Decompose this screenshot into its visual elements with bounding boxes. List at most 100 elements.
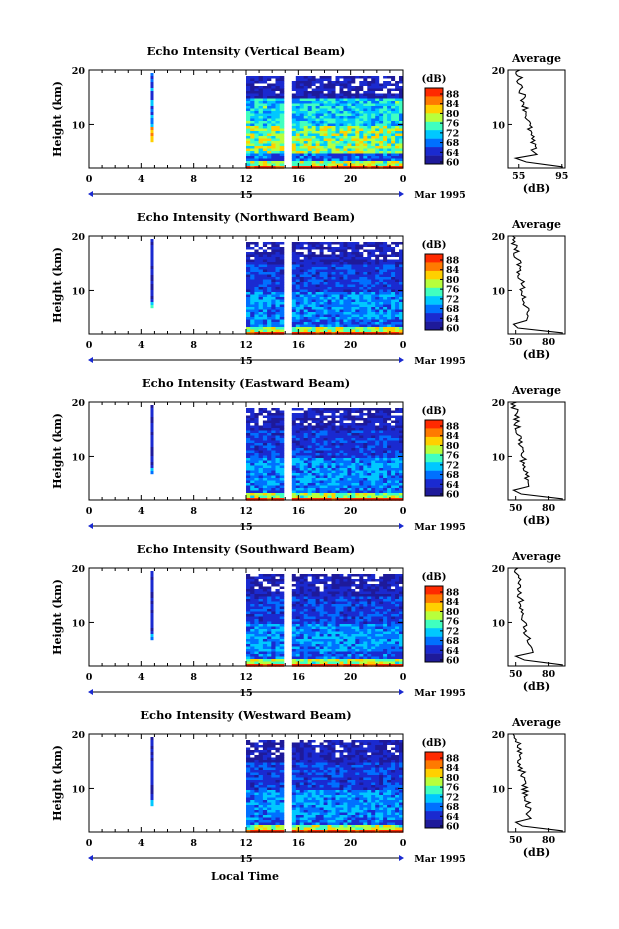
heatmap-cell bbox=[250, 413, 255, 416]
heatmap-cell bbox=[246, 631, 251, 635]
heatmap-cell bbox=[250, 242, 255, 245]
heatmap-cell bbox=[299, 277, 305, 280]
heatmap-cell bbox=[307, 161, 313, 164]
heatmap-cell bbox=[267, 78, 272, 82]
heatmap-cell bbox=[379, 468, 384, 471]
heatmap-cell bbox=[303, 126, 309, 129]
heatmap-cell bbox=[347, 324, 352, 328]
heatmap-cell bbox=[323, 445, 328, 449]
heatmap-cell bbox=[335, 485, 340, 489]
heatmap-cell bbox=[295, 423, 301, 426]
colorbar-tick-label: 68 bbox=[446, 304, 460, 315]
heatmap-cell bbox=[347, 493, 352, 496]
heatmap-cell bbox=[267, 465, 272, 469]
heatmap-cell bbox=[299, 408, 305, 411]
heatmap-cell bbox=[371, 581, 376, 585]
heatmap-cell bbox=[323, 103, 328, 107]
heatmap-cell bbox=[363, 428, 368, 431]
heatmap-cell bbox=[367, 113, 372, 117]
heatmap-cell bbox=[323, 324, 328, 328]
heatmap-cell bbox=[315, 415, 320, 419]
heatmap-cell bbox=[371, 126, 376, 129]
y-tick-label: 10 bbox=[72, 286, 86, 297]
heatmap-cell bbox=[246, 435, 251, 439]
heatmap-cell bbox=[258, 495, 264, 499]
heatmap-cell bbox=[254, 108, 259, 112]
heatmap-cell bbox=[250, 131, 255, 134]
heatmap-cell bbox=[391, 116, 396, 119]
heatmap-cell bbox=[335, 76, 340, 79]
heatmap-cell bbox=[311, 163, 317, 167]
heatmap-cell bbox=[299, 468, 305, 471]
heatmap-cell bbox=[262, 118, 268, 122]
heatmap-cell bbox=[395, 309, 400, 313]
heatmap-cell bbox=[359, 86, 364, 89]
heatmap-cell bbox=[355, 294, 360, 298]
heatmap-cell bbox=[383, 488, 388, 491]
heatmap-cell bbox=[271, 314, 276, 318]
heatmap-cell bbox=[303, 163, 309, 167]
heatmap-cell bbox=[258, 249, 264, 253]
heatmap-cell bbox=[311, 249, 317, 253]
heatmap-cell bbox=[275, 453, 281, 456]
heatmap-cell bbox=[399, 581, 404, 585]
heatmap-cell bbox=[363, 161, 368, 164]
heatmap-cell bbox=[303, 433, 309, 436]
heatmap-cell bbox=[363, 473, 368, 476]
heatmap-cell bbox=[395, 319, 400, 323]
heatmap-cell bbox=[395, 455, 400, 459]
heatmap-cell bbox=[391, 113, 396, 117]
heatmap-cell bbox=[363, 468, 368, 471]
heatmap-cell bbox=[391, 163, 396, 167]
heatmap-cell bbox=[387, 495, 392, 499]
heatmap-cell bbox=[375, 468, 380, 471]
heatmap-cell bbox=[254, 413, 259, 416]
heatmap-cell bbox=[250, 161, 255, 164]
heatmap-cell bbox=[339, 574, 344, 577]
heatmap-cell bbox=[323, 480, 328, 484]
heatmap-cell bbox=[367, 495, 372, 499]
heatmap-cell bbox=[395, 410, 400, 414]
heatmap-cell bbox=[395, 113, 400, 117]
heatmap-cell bbox=[254, 470, 259, 474]
heatmap-cell bbox=[363, 314, 368, 318]
heatmap-cell bbox=[275, 664, 281, 667]
heatmap-cell bbox=[379, 455, 384, 459]
date-bar-end-marker bbox=[399, 357, 404, 363]
heatmap-cell bbox=[391, 329, 396, 333]
heatmap-cell bbox=[258, 304, 264, 308]
heatmap-cell bbox=[275, 259, 281, 263]
heatmap-cell bbox=[319, 327, 324, 330]
heatmap-cell bbox=[383, 143, 388, 147]
heatmap-cell bbox=[319, 116, 324, 119]
heatmap-cell bbox=[250, 118, 255, 122]
heatmap-cell bbox=[279, 415, 285, 419]
heatmap-cell bbox=[327, 166, 332, 169]
heatmap-cell bbox=[295, 242, 301, 245]
heatmap-cell bbox=[343, 86, 348, 89]
heatmap-cell bbox=[359, 146, 364, 149]
heatmap-cell bbox=[387, 440, 392, 444]
heatmap-cell bbox=[355, 415, 360, 419]
heatmap-cell bbox=[291, 317, 297, 320]
heatmap-cell bbox=[315, 282, 320, 285]
heatmap-cell bbox=[339, 435, 344, 439]
heatmap-cell bbox=[339, 267, 344, 270]
heatmap-cell bbox=[262, 443, 268, 446]
date-bar-start-marker bbox=[88, 191, 93, 197]
heatmap-cell bbox=[319, 98, 324, 102]
heatmap-cell bbox=[375, 272, 380, 275]
heatmap-cell bbox=[387, 428, 392, 431]
heatmap-cell bbox=[355, 272, 360, 275]
heatmap-cell bbox=[343, 329, 348, 333]
heatmap-cell bbox=[303, 106, 309, 109]
heatmap-cell bbox=[339, 324, 344, 328]
heatmap-cell bbox=[371, 314, 376, 318]
heatmap-cell bbox=[343, 257, 348, 260]
heatmap-cell bbox=[275, 327, 281, 330]
heatmap-cell bbox=[327, 460, 332, 464]
heatmap-cell bbox=[262, 309, 268, 313]
heatmap-cell bbox=[319, 81, 324, 84]
heatmap-cell bbox=[275, 604, 281, 607]
heatmap-cell bbox=[262, 423, 268, 426]
